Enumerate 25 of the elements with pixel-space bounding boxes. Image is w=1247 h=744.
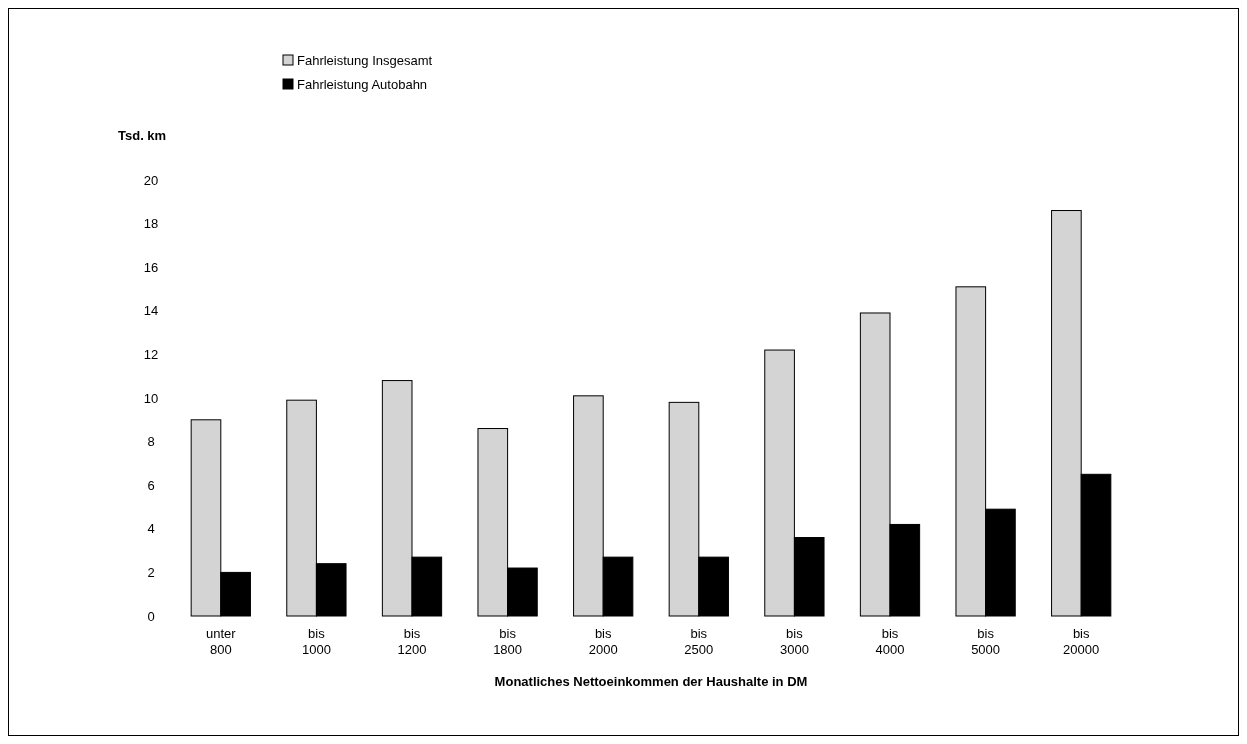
x-tick-label: bis 1200 [397, 626, 427, 657]
x-axis-title: Monatliches Nettoeinkommen der Haushalte in DM [494, 674, 808, 689]
y-tick-label: 18 [143, 216, 159, 232]
y-tick-label: 12 [143, 346, 159, 362]
y-axis-title: Tsd. km [118, 128, 167, 143]
x-tick-label: bis 2500 [684, 626, 714, 657]
y-tick-label: 14 [143, 303, 159, 319]
x-tick-label: bis 4000 [875, 626, 905, 657]
y-tick-label: 20 [143, 172, 159, 188]
x-tick-label: bis 20000 [1063, 626, 1100, 657]
y-tick-label: 6 [147, 477, 155, 493]
legend-label: Fahrleistung Autobahn [297, 76, 428, 92]
y-tick-label: 8 [147, 434, 155, 450]
x-tick-label: bis 3000 [779, 626, 809, 657]
y-tick-label: 10 [143, 390, 159, 406]
y-tick-label: 2 [147, 564, 155, 580]
y-tick-label: 0 [147, 608, 155, 624]
y-tick-label: 16 [143, 259, 159, 275]
x-tick-label: unter 800 [205, 626, 237, 657]
x-tick-label: bis 1800 [493, 626, 523, 657]
x-tick-label: bis 5000 [971, 626, 1001, 657]
x-tick-label: bis 1000 [301, 626, 331, 657]
legend-label: Fahrleistung Insgesamt [297, 52, 433, 68]
x-tick-label: bis 2000 [588, 626, 618, 657]
y-tick-label: 4 [147, 521, 155, 537]
